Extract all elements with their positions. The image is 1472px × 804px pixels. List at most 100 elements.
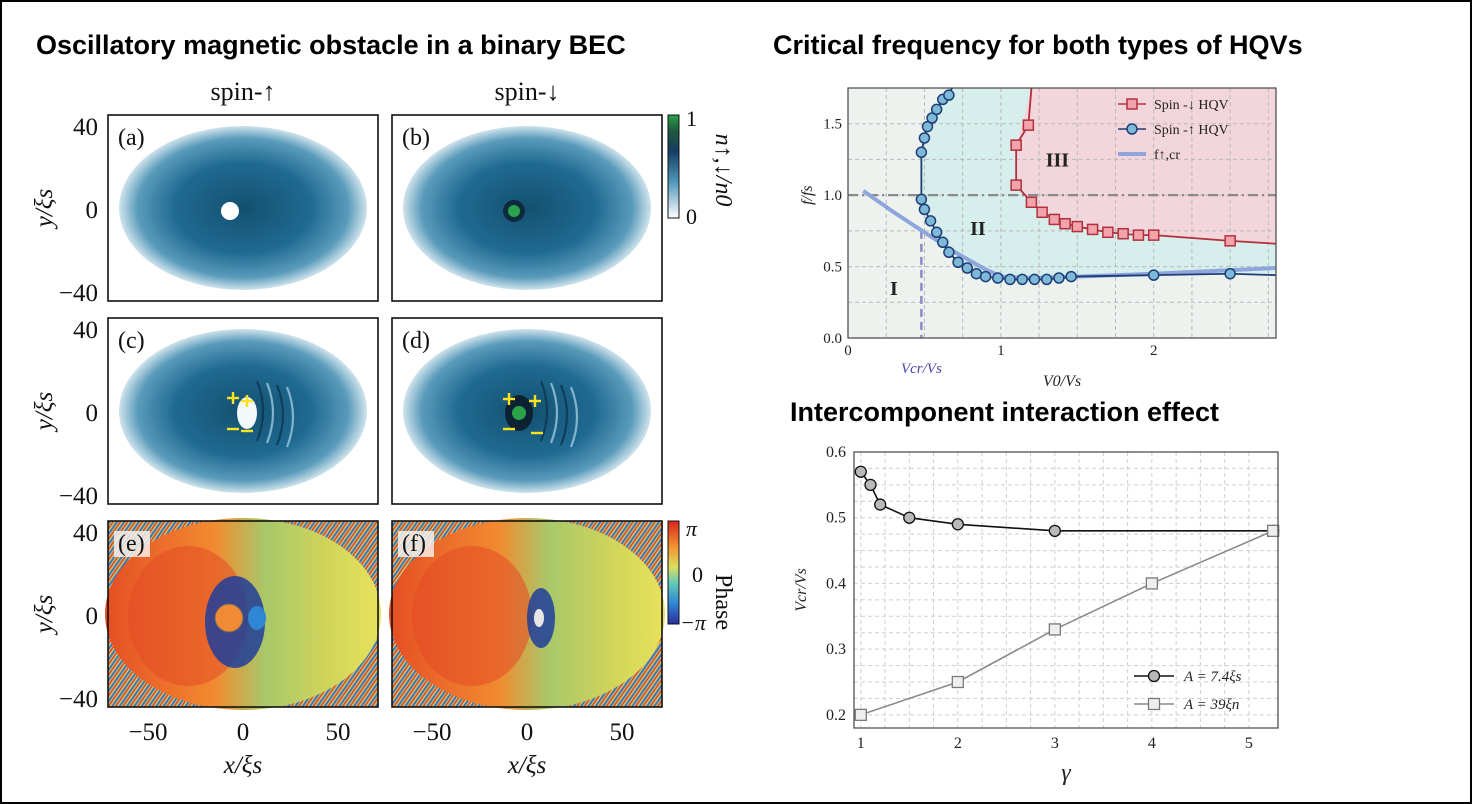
simulation-panels: spin-↑ spin-↓ (a) (b) (c) (d) (e) (f) 40 0 −40 y/ξs… [31,77,736,779]
panel-e: (e) [105,518,381,710]
wake-ripple [569,386,579,448]
data-point-spin-up [1040,273,1053,286]
y-axis-label: y/ξs [31,392,58,433]
panel-frame [107,114,379,302]
wake-ripple [539,380,549,442]
x-tick-label: −50 [128,719,167,746]
x-tick-label: 0 [237,719,250,746]
data-point-spin-up [930,103,943,116]
wake-ripple [265,382,275,444]
plot-frame [853,451,1279,729]
region-label-III: III [1046,150,1070,172]
region-III-fill [1016,88,1276,244]
density-cbar-min: 0 [686,204,697,229]
y-tick-label: 0.3 [826,641,846,658]
condensate-density [403,126,651,290]
data-point-spin-up [1016,273,1029,286]
data-point-spin-up [1053,272,1065,284]
phase-vortex [248,606,266,630]
y-tick-label: 0.6 [826,444,846,461]
x-axis-label: γ [1061,760,1071,786]
y-tick-label: −40 [59,280,98,307]
data-point-spin-up [1065,270,1077,283]
y-tick-label: 0 [86,400,99,427]
obstacle-hole [221,202,239,220]
x-tick-label: 5 [1245,735,1253,752]
data-point-spin-up [943,246,955,259]
panel-f: (f) [389,518,665,710]
y-tick-label: 0.2 [826,707,846,724]
region-label-II: II [970,218,986,240]
y-axis-label: y/ξs [31,595,58,636]
legend-label: f↑,cr [1154,148,1180,163]
y-tick-label: 40 [73,317,98,344]
x-tick-label: 50 [610,719,635,746]
panel-a: (a) [107,114,379,302]
data-point-spin-down [1224,235,1236,247]
data-point-a74 [951,518,964,531]
y-tick-label: −40 [59,686,98,713]
data-point-spin-down [1147,229,1160,241]
panel-frame [391,114,663,302]
obstacle-disc [214,603,244,633]
phase-cbar-label: Phase [710,574,736,630]
x-axis-label: x/ξs [223,752,262,779]
y-tick-label: 40 [73,114,98,141]
data-point-a74 [1048,524,1061,538]
data-point-spin-up [918,203,931,216]
core-center [512,406,526,420]
data-point-spin-down [1117,227,1129,240]
legend-marker [1126,98,1138,110]
condensate-density [119,126,367,290]
data-point-spin-up [924,215,937,227]
y-axis-label: f/fs [799,185,816,205]
phase-cbar-max: π [686,516,698,541]
data-point-spin-up [1028,273,1041,286]
x-tick-label: 4 [1148,735,1156,752]
data-point-a74 [854,465,867,478]
y-axis-label: y/ξs [31,189,58,230]
panel-label: (b) [402,125,430,151]
x-tick-label: 0 [844,343,852,359]
data-point-spin-down [1048,213,1061,226]
y-tick-label: 0 [86,603,99,630]
panel-d: (d) [391,317,663,505]
panel-label: (d) [402,328,430,354]
x-tick-label: −50 [412,719,451,746]
wake-ripple [559,384,569,446]
x-tick-label: 2 [954,735,962,752]
data-point-spin-up [979,270,992,283]
data-point-spin-up [943,89,955,101]
legend-label: A = 7.4ξs [1183,669,1242,685]
y-tick-label: 1.0 [823,188,842,204]
panel-c: (c) [107,317,379,505]
data-point-spin-down [1010,139,1022,151]
region-II-fill [921,88,1276,280]
data-point-spin-down [1059,217,1071,230]
y-tick-label: 0.4 [826,575,846,592]
data-point-spin-up [921,120,934,133]
x-tick-label: 2 [1150,343,1158,359]
vcr-label: Vcr/Vs [901,361,942,377]
data-point-a74 [903,511,916,524]
legend-label: A = 39ξn [1183,697,1239,713]
plot-frame [847,87,1277,339]
panel-label: (a) [118,125,145,151]
y-tick-label: 0.0 [823,331,842,347]
legend-label: Spin -↓ HQV [1154,98,1229,113]
legend-marker [1147,697,1161,711]
panel-frame [391,520,663,708]
density-colorbar [667,114,680,219]
wake-ripple [285,386,295,448]
interaction-effect-chart: 1 2 3 4 5 0.2 0.3 0.4 0.5 0.6 γ Vcr/Vs A = 7.4ξs A = … [793,444,1280,786]
obstacle-core-center [508,205,520,217]
panel-frame [107,520,379,708]
data-point-a39 [1048,623,1061,636]
y-tick-label: 0 [86,197,99,224]
density-cbar-label: n↑,↓/n0 [710,134,736,207]
wake-ripple [549,382,559,444]
data-point-spin-up [926,112,938,124]
panel-label: (c) [118,328,145,354]
